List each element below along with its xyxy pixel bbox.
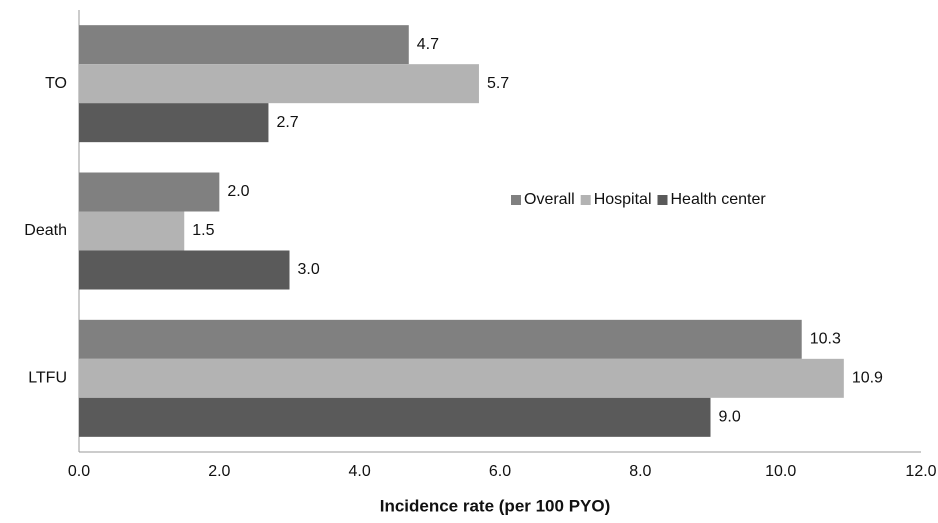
legend-label: Health center — [671, 191, 767, 208]
value-label: 10.3 — [810, 331, 841, 348]
y-tick-label: TO — [45, 75, 67, 92]
bar — [79, 319, 802, 359]
x-tick-label: 6.0 — [489, 463, 511, 480]
legend-swatch — [580, 195, 591, 205]
legend-label: Hospital — [594, 191, 652, 208]
y-tick-label: Death — [24, 222, 67, 239]
bar — [79, 250, 290, 290]
bar — [79, 397, 711, 437]
x-tick-label: 0.0 — [68, 463, 90, 480]
value-label: 3.0 — [298, 261, 320, 278]
x-tick-label: 2.0 — [208, 463, 230, 480]
value-label: 1.5 — [192, 222, 214, 239]
y-tick-label: LTFU — [28, 370, 67, 387]
bar — [79, 172, 220, 212]
bar — [79, 103, 269, 143]
x-tick-label: 8.0 — [629, 463, 651, 480]
bar — [79, 358, 844, 398]
value-label: 2.0 — [227, 183, 249, 200]
x-axis-title: Incidence rate (per 100 PYO) — [380, 496, 611, 515]
bar — [79, 211, 185, 251]
x-tick-label: 12.0 — [905, 463, 936, 480]
x-tick-label: 4.0 — [349, 463, 371, 480]
value-label: 10.9 — [852, 370, 883, 387]
bar — [79, 64, 479, 104]
legend-swatch — [657, 195, 668, 205]
bar — [79, 25, 409, 65]
legend-swatch — [511, 195, 521, 205]
value-label: 4.7 — [417, 36, 439, 53]
value-label: 9.0 — [719, 409, 741, 426]
legend-label: Overall — [524, 191, 575, 208]
value-label: 5.7 — [487, 75, 509, 92]
value-label: 2.7 — [276, 114, 298, 131]
x-tick-label: 10.0 — [765, 463, 796, 480]
